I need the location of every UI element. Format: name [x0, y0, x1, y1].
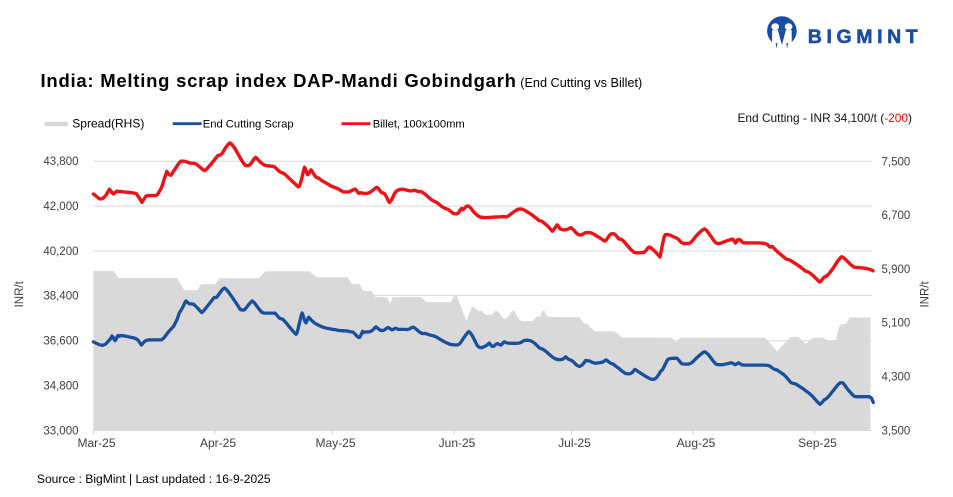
svg-text:Aug-25: Aug-25	[677, 436, 716, 450]
svg-text:40,200: 40,200	[43, 246, 78, 258]
svg-text:43,800: 43,800	[43, 156, 78, 168]
svg-text:INR/t: INR/t	[14, 280, 26, 307]
svg-text:INR/t: INR/t	[920, 281, 932, 308]
svg-text:End Cutting - INR 34,100/t (-2: End Cutting - INR 34,100/t (-200)	[737, 111, 912, 125]
svg-text:33,000: 33,000	[43, 425, 78, 437]
svg-text:42,000: 42,000	[43, 201, 78, 213]
svg-text:5,100: 5,100	[882, 318, 911, 330]
svg-text:6,700: 6,700	[882, 210, 911, 222]
svg-text:34,800: 34,800	[43, 381, 78, 393]
svg-text:End Cutting Scrap: End Cutting Scrap	[203, 119, 294, 131]
svg-text:Jul-25: Jul-25	[558, 436, 591, 450]
svg-text:May-25: May-25	[315, 436, 355, 450]
svg-text:5,900: 5,900	[882, 264, 911, 276]
svg-text:Spread(RHS): Spread(RHS)	[72, 117, 144, 131]
svg-text:Source : BigMint | Last update: Source : BigMint | Last updated : 16-9-2…	[37, 472, 271, 486]
svg-text:7,500: 7,500	[882, 156, 911, 168]
svg-text:Billet, 100x100mm: Billet, 100x100mm	[373, 119, 465, 131]
svg-text:Jun-25: Jun-25	[439, 436, 476, 450]
svg-text:36,600: 36,600	[43, 336, 78, 348]
svg-text:3,500: 3,500	[882, 425, 911, 437]
svg-text:Mar-25: Mar-25	[77, 436, 115, 450]
svg-text:BIGMINT: BIGMINT	[808, 26, 923, 48]
svg-text:India: Melting scrap index DAP: India: Melting scrap index DAP-Mandi Gob…	[41, 70, 643, 91]
svg-text:4,300: 4,300	[882, 372, 911, 384]
svg-text:38,400: 38,400	[43, 290, 78, 302]
svg-text:Apr-25: Apr-25	[200, 436, 236, 450]
svg-text:Sep-25: Sep-25	[798, 436, 837, 450]
